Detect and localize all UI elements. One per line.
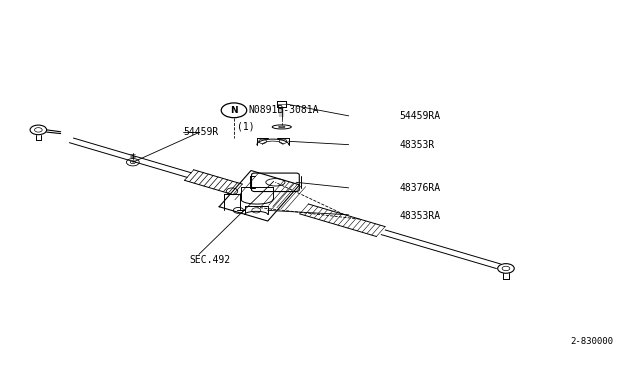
Text: 54459R: 54459R (183, 128, 218, 138)
Text: 48353R: 48353R (399, 140, 435, 150)
Text: N0891B-3081A: N0891B-3081A (248, 105, 319, 115)
Text: (1): (1) (237, 122, 254, 132)
Text: 54459RA: 54459RA (399, 111, 441, 121)
Text: 48376RA: 48376RA (399, 183, 441, 193)
Text: 2-830000: 2-830000 (570, 337, 613, 346)
Text: 48353RA: 48353RA (399, 211, 441, 221)
Text: N: N (230, 106, 238, 115)
Text: SEC.492: SEC.492 (189, 255, 230, 265)
